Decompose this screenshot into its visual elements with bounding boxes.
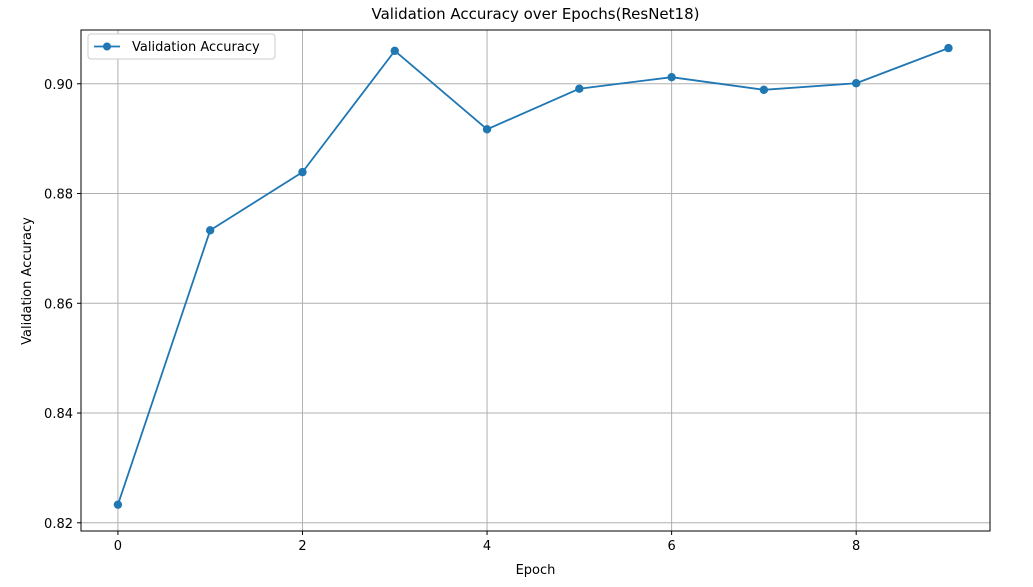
data-point [482,125,492,134]
x-tick-label: 4 [483,539,491,554]
data-point [298,167,307,177]
legend-label: Validation Accuracy [132,40,260,55]
y-tick-label: 0.82 [44,517,73,532]
data-point [390,46,399,56]
point-layer [113,43,953,509]
data-point [667,72,676,82]
series-line [117,47,949,505]
line-layer [117,47,949,505]
x-tick-label: 2 [298,539,306,554]
legend-marker [103,42,111,51]
x-tick-label: 0 [114,539,122,554]
x-tick-label: 8 [852,539,860,554]
data-point [205,226,215,235]
data-point [113,500,123,509]
y-axis-ticks: 0.82 0.84 0.86 0.88 0.90 [44,78,81,532]
x-tick-label: 6 [667,539,675,554]
data-point [851,79,861,88]
data-point [759,85,769,95]
x-axis-ticks: 0 2 4 6 8 [114,531,860,554]
y-tick-label: 0.88 [44,188,73,203]
y-tick-label: 0.84 [44,407,73,422]
y-axis-label: Validation Accuracy [20,217,35,345]
data-point [575,84,584,93]
chart-title: Validation Accuracy over Epochs(ResNet18… [372,5,700,23]
legend-box [87,33,276,60]
x-axis-label: Epoch [516,563,556,578]
y-tick-label: 0.86 [44,297,73,312]
y-tick-label: 0.90 [44,78,73,93]
data-point [944,43,953,53]
legend: Validation Accuracy [87,33,276,60]
plot-frame [80,29,991,532]
